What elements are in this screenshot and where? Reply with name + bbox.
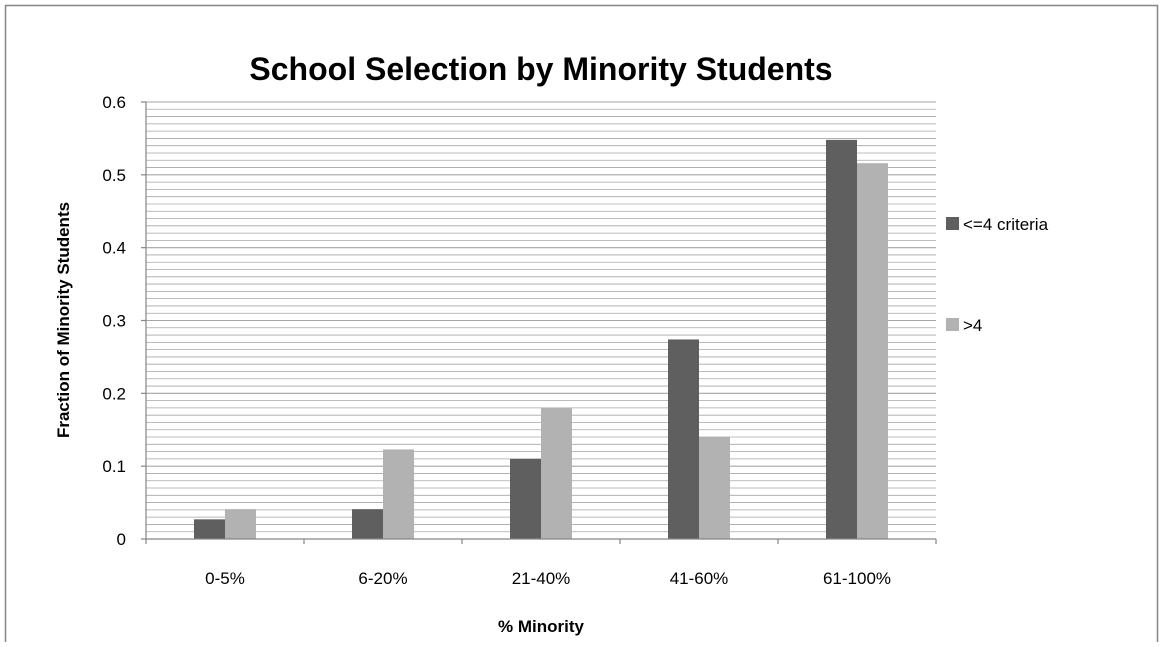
y-tick-label: 0 <box>117 530 126 549</box>
bar-series-2-61-100% <box>857 163 888 539</box>
y-tick-label: 0.3 <box>102 312 126 331</box>
y-tick-label: 0.6 <box>102 93 126 112</box>
legend-label-1: <=4 criteria <box>963 215 1049 234</box>
bar-series-1-21-40% <box>510 458 541 539</box>
legend: <=4 criteria >4 <box>946 215 1049 335</box>
chart-border <box>4 4 1159 647</box>
legend-label-2: >4 <box>963 316 982 335</box>
x-tick-label: 21-40% <box>512 569 571 588</box>
bars <box>194 139 888 539</box>
y-tick-label: 0.5 <box>102 166 126 185</box>
x-axis-title: % Minority <box>498 617 584 636</box>
bar-series-2-0-5% <box>225 509 256 539</box>
bar-series-1-41-60% <box>668 339 699 539</box>
bar-series-1-61-100% <box>826 139 857 539</box>
x-tick-labels: 0-5% 6-20% 21-40% 41-60% 61-100% <box>145 539 937 588</box>
x-tick-label: 61-100% <box>823 569 891 588</box>
bar-series-1-0-5% <box>194 519 225 539</box>
bar-series-2-41-60% <box>699 437 730 539</box>
legend-swatch-1 <box>946 217 959 230</box>
chart-title: School Selection by Minority Students <box>249 51 832 87</box>
y-tick-label: 0.2 <box>102 384 126 403</box>
x-tick-label: 0-5% <box>205 569 245 588</box>
x-tick-label: 41-60% <box>670 569 729 588</box>
legend-swatch-2 <box>946 318 959 331</box>
bar-series-2-6-20% <box>383 449 414 539</box>
y-tick-labels: 0 0.1 0.2 0.3 0.4 0.5 0.6 <box>102 93 146 549</box>
bar-series-1-6-20% <box>352 509 383 539</box>
bar-series-2-21-40% <box>541 407 572 539</box>
y-tick-label: 0.4 <box>102 239 126 258</box>
x-tick-label: 6-20% <box>358 569 407 588</box>
y-tick-label: 0.1 <box>102 457 126 476</box>
y-axis-title: Fraction of Minority Students <box>54 202 73 438</box>
